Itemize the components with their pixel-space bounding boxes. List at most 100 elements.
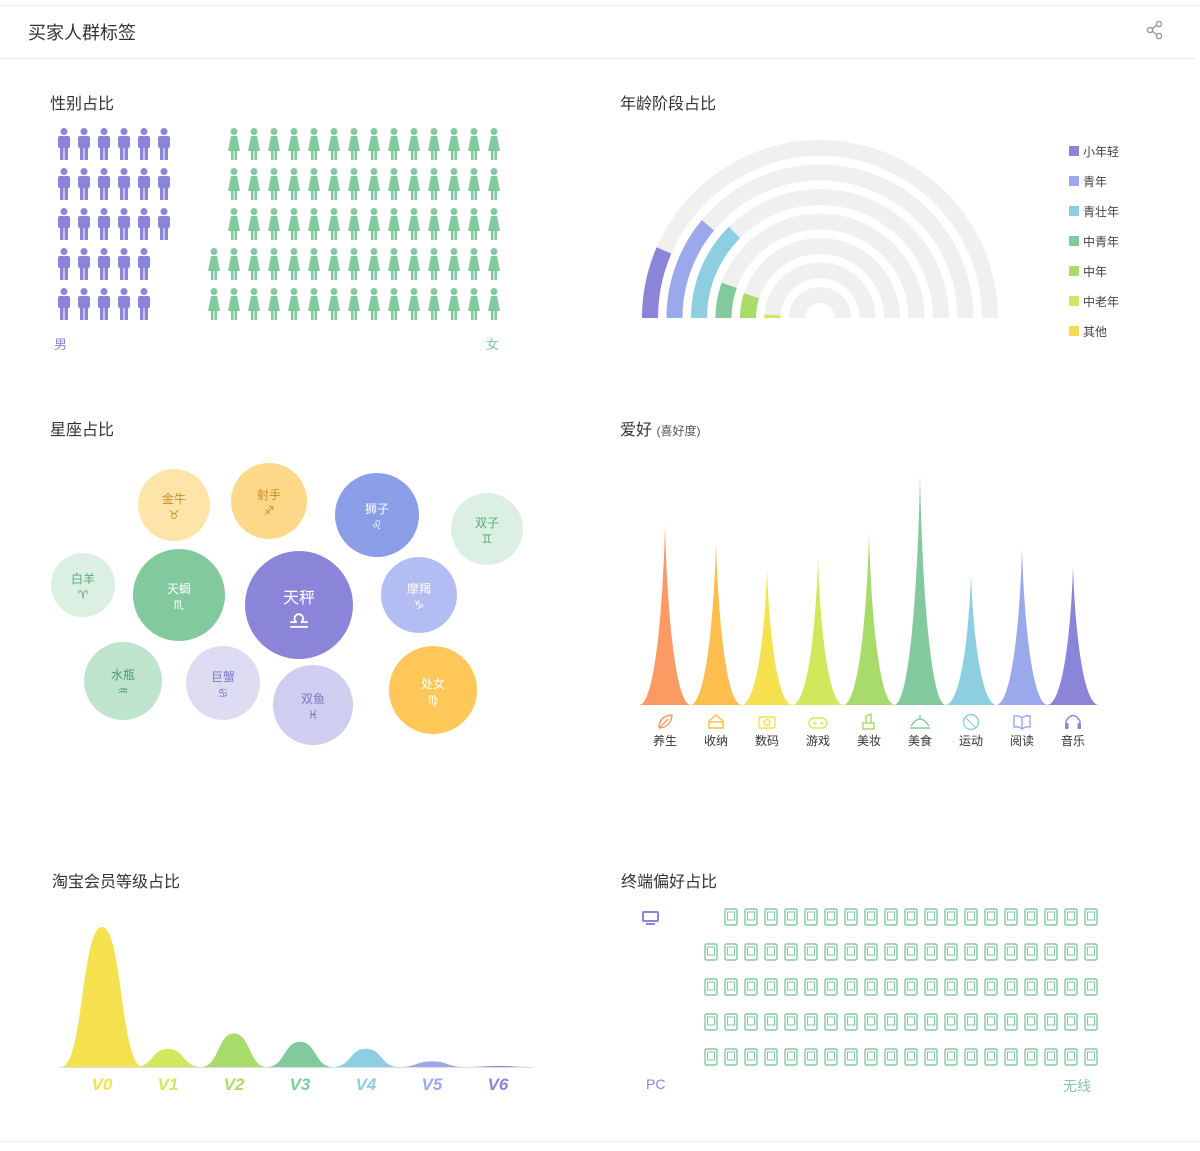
zodiac-bubble-5[interactable]: 天蝎 ♏ [133, 549, 225, 641]
legend-item[interactable]: 中青年 [1069, 226, 1119, 256]
member-wave-2 [201, 1033, 267, 1067]
mobile-phone-icon [1004, 1013, 1018, 1031]
female-person-icon [268, 208, 280, 240]
mobile-phone-icon [924, 908, 938, 926]
female-person-icon [468, 288, 480, 320]
male-label: 男 [54, 337, 68, 352]
zodiac-name: 摩羯 [407, 581, 431, 596]
mobile-phone-icon [864, 943, 878, 961]
zodiac-name: 双子 [475, 516, 499, 530]
gender-title: 性别占比 [50, 96, 115, 113]
female-person-icon [468, 168, 480, 200]
mobile-phone-icon [964, 1013, 978, 1031]
top-divider [0, 5, 1200, 6]
zodiac-symbol-icon: ♈ [78, 588, 89, 602]
mobile-phone-icon [1064, 943, 1078, 961]
age-arc-1 [666, 220, 715, 319]
zodiac-bubble-0[interactable]: 金牛 ♉ [138, 469, 210, 541]
zodiac-bubble-11[interactable]: 处女 ♍ [389, 646, 477, 734]
female-person-icon [488, 168, 500, 200]
female-person-icon [408, 128, 420, 160]
mobile-phone-icon [1024, 943, 1038, 961]
zodiac-bubble-3[interactable]: 双子 ♊ [451, 493, 523, 565]
member-level-label: V2 [224, 1075, 245, 1094]
female-person-icon [268, 128, 280, 160]
bottom-divider [0, 1141, 1200, 1142]
zodiac-bubble-8[interactable]: 水瓶 ♒ [84, 642, 162, 720]
female-person-icon [448, 208, 460, 240]
mobile-phone-icon [984, 908, 998, 926]
hobby-title: 爱好 (喜好度) [620, 416, 700, 440]
mobile-phone-icon [964, 943, 978, 961]
zodiac-bubble-4[interactable]: 白羊 ♈ [51, 553, 115, 617]
mobile-phone-icon [804, 943, 818, 961]
share-icon[interactable] [1144, 19, 1166, 41]
page-title: 买家人群标签 [28, 23, 136, 43]
male-person-icon [118, 248, 130, 280]
female-label: 女 [486, 337, 500, 352]
legend-item[interactable]: 小年轻 [1069, 136, 1119, 166]
mobile-phone-icon [844, 978, 858, 996]
zodiac-bubble-10[interactable]: 双鱼 ♓ [273, 665, 353, 745]
zodiac-symbol-icon: ♉ [169, 508, 180, 522]
mobile-phone-icon [924, 978, 938, 996]
legend-swatch [1069, 296, 1079, 306]
female-person-icon [448, 288, 460, 320]
mobile-phone-icon [944, 1013, 958, 1031]
mobile-phone-icon [824, 943, 838, 961]
legend-swatch [1069, 176, 1079, 186]
legend-item[interactable]: 中年 [1069, 256, 1119, 286]
mobile-phone-icon [884, 1048, 898, 1066]
ball-icon [962, 713, 980, 731]
member-title: 淘宝会员等级占比 [52, 874, 181, 891]
mobile-phone-icon [824, 908, 838, 926]
female-person-icon [408, 248, 420, 280]
zodiac-bubble-1[interactable]: 射手 ♐ [231, 463, 307, 539]
male-person-icon [98, 168, 110, 200]
female-person-icon [488, 208, 500, 240]
hobby-title-text: 爱好 [620, 422, 653, 439]
hobby-label: 数码 [755, 733, 779, 748]
female-person-icon [348, 248, 360, 280]
mobile-phone-icon [744, 943, 758, 961]
mobile-phone-icon [724, 1013, 738, 1031]
female-person-icon [448, 168, 460, 200]
member-wave-0 [61, 927, 143, 1067]
legend-item[interactable]: 青年 [1069, 166, 1119, 196]
member-level-chart: V0 V1 V2 V3 V4 V5 V6 [60, 927, 532, 1094]
mobile-phone-icon [804, 1048, 818, 1066]
mobile-phone-icon [1064, 1048, 1078, 1066]
legend-label: 青年 [1083, 174, 1108, 189]
legend-item[interactable]: 青壮年 [1069, 196, 1119, 226]
female-person-icon [468, 128, 480, 160]
age-title: 年龄阶段占比 [620, 96, 717, 113]
male-person-icon [118, 128, 130, 160]
male-person-icon [58, 288, 70, 320]
female-person-icon [228, 168, 240, 200]
female-person-icon [388, 288, 400, 320]
female-person-icon [248, 168, 260, 200]
male-person-icon [138, 248, 150, 280]
female-person-icon [428, 288, 440, 320]
female-person-icon [408, 208, 420, 240]
male-person-icon [118, 288, 130, 320]
zodiac-bubble-2[interactable]: 狮子 ♌ [335, 473, 419, 557]
zodiac-bubble-7[interactable]: 摩羯 ♑ [381, 557, 457, 633]
male-person-icon [98, 208, 110, 240]
legend-item[interactable]: 其他 [1069, 316, 1119, 346]
female-person-icon [288, 128, 300, 160]
zodiac-bubble-chart: 金牛 ♉ 射手 ♐ 狮子 ♌ 双子 ♊ 白羊 ♈ 天蝎 ♏ 天秤♎ 摩羯 ♑ 水瓶 ♒ 巨蟹 ♋ 双鱼 ♓ 处女 ♍ [51, 463, 523, 745]
zodiac-name: 射手 [257, 487, 281, 502]
mobile-phone-icon [1004, 943, 1018, 961]
zodiac-bubble-6[interactable]: 天秤♎ [245, 551, 353, 659]
mobile-phone-icon [924, 943, 938, 961]
legend-item[interactable]: 中老年 [1069, 286, 1119, 316]
zodiac-name: 白羊 [71, 571, 95, 586]
mobile-phone-icon [804, 1013, 818, 1031]
mobile-phone-icon [1084, 908, 1098, 926]
zodiac-bubble-9[interactable]: 巨蟹 ♋ [186, 646, 260, 720]
hobby-spike-5 [894, 475, 946, 705]
female-person-icon [448, 128, 460, 160]
male-person-icon [78, 248, 90, 280]
female-person-icon [248, 208, 260, 240]
